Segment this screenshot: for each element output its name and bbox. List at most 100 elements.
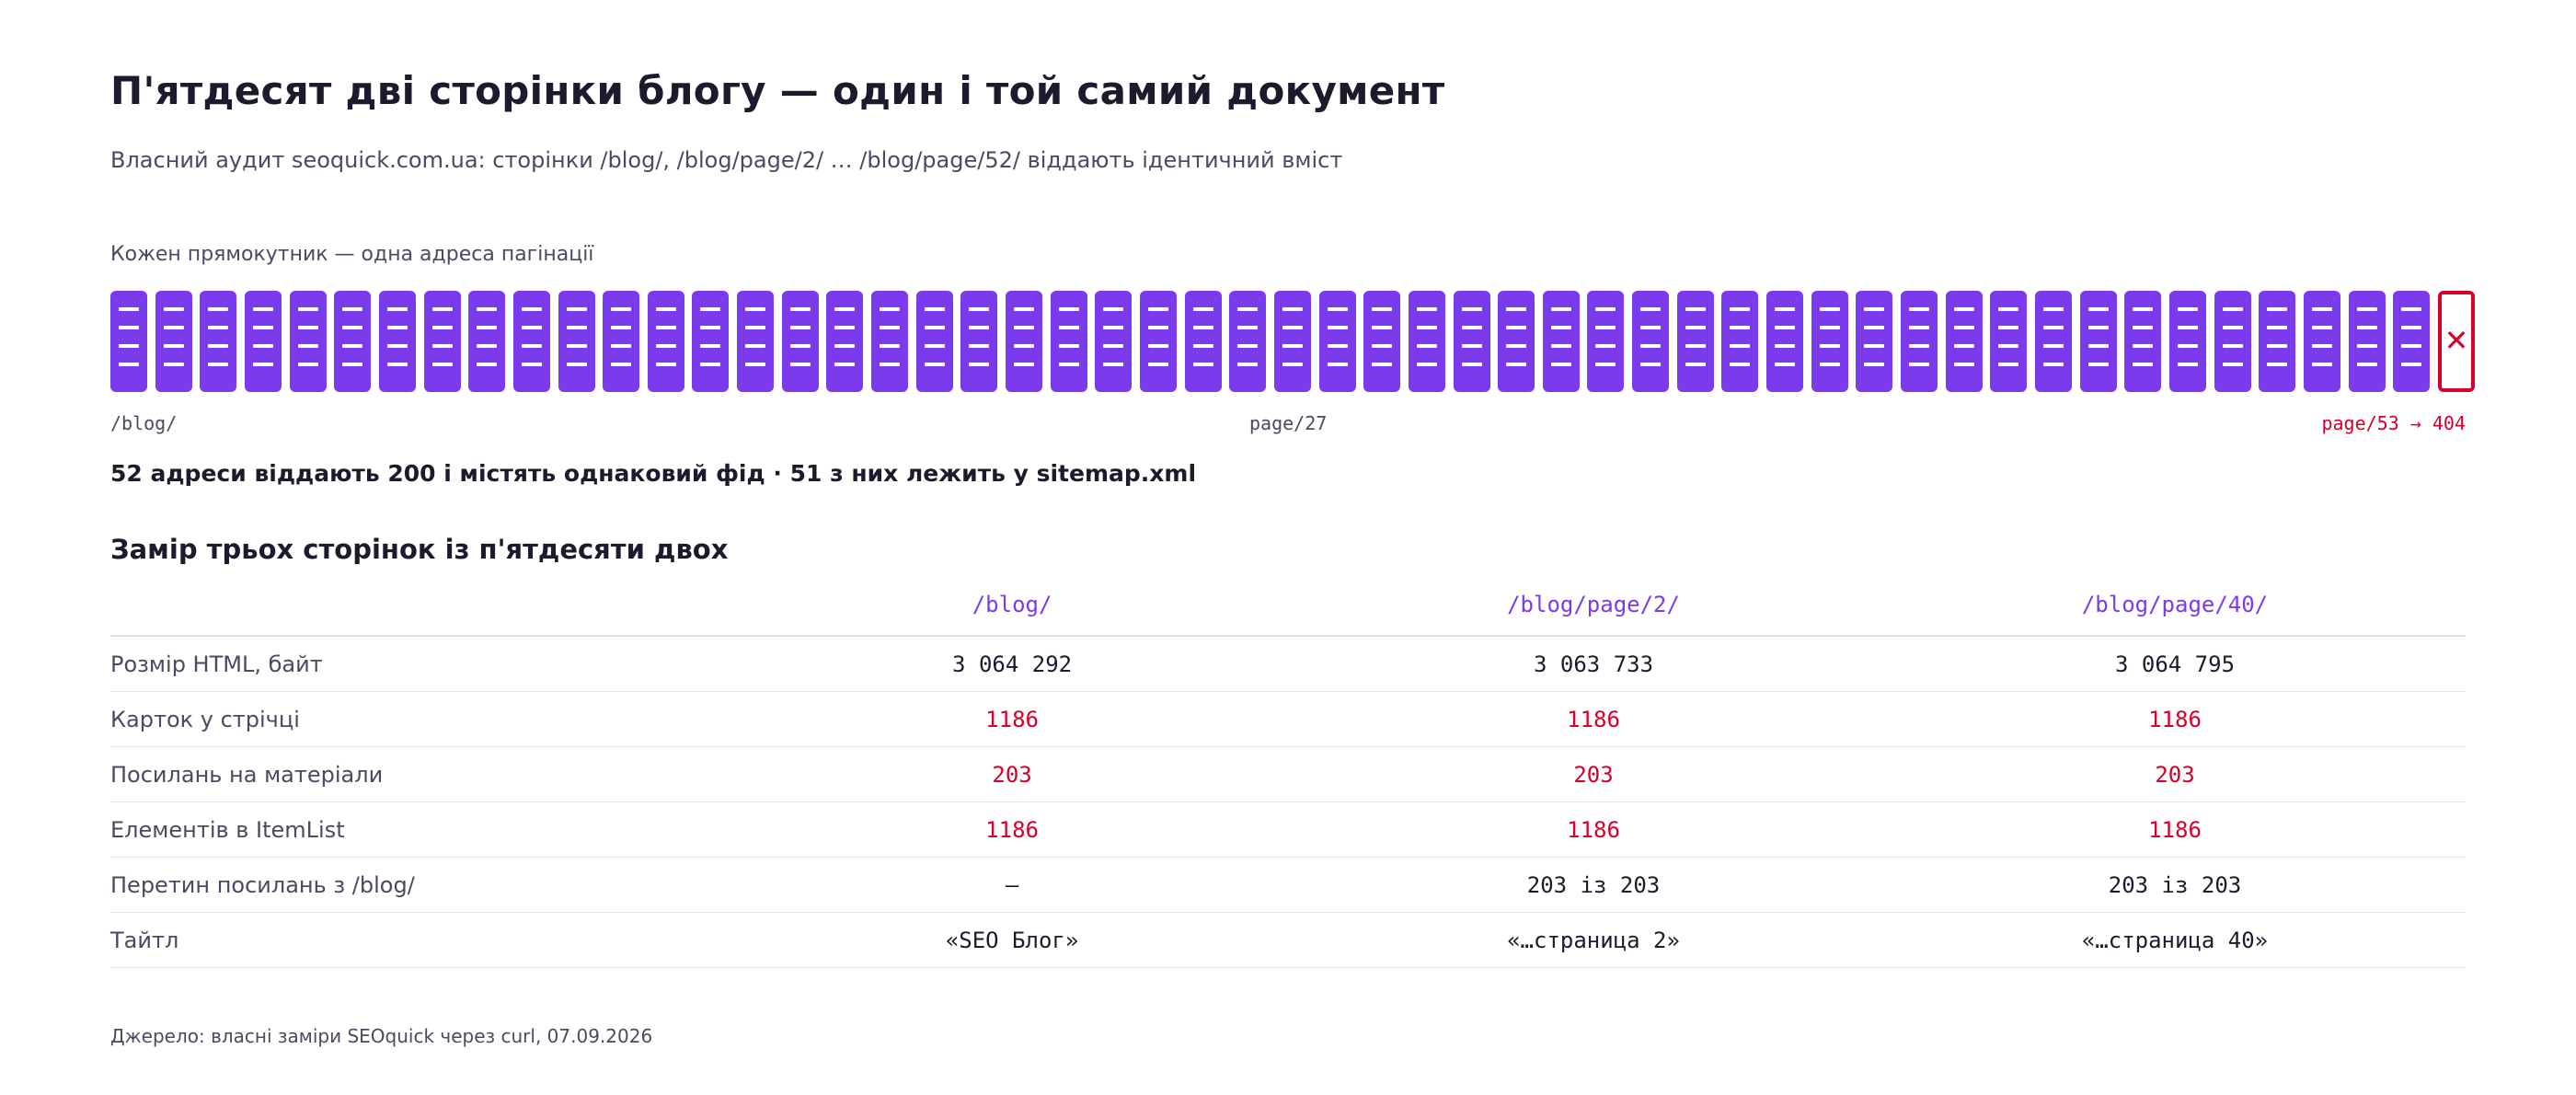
text-line-icon xyxy=(1103,344,1123,348)
table-cell: 1186 xyxy=(721,801,1304,858)
text-line-icon xyxy=(2267,307,2287,311)
text-line-icon xyxy=(880,307,900,311)
strip-label-end: page/53 → 404 xyxy=(2321,412,2466,434)
page-box xyxy=(1140,291,1177,392)
table-cell: «…страница 2» xyxy=(1303,912,1884,968)
text-line-icon xyxy=(298,344,318,348)
table-cell: 1186 xyxy=(1884,801,2466,858)
text-line-icon xyxy=(1820,344,1840,348)
text-line-icon xyxy=(432,326,453,329)
text-line-icon xyxy=(1685,326,1706,329)
text-line-icon xyxy=(1193,307,1213,311)
page-box xyxy=(1766,291,1803,392)
text-line-icon xyxy=(1998,307,2018,311)
text-line-icon xyxy=(1954,307,1974,311)
text-line-icon xyxy=(477,307,497,311)
text-line-icon xyxy=(790,326,811,329)
text-line-icon xyxy=(1730,307,1750,311)
page-box xyxy=(871,291,908,392)
page-box xyxy=(648,291,684,392)
text-line-icon xyxy=(119,344,139,348)
text-line-icon xyxy=(1237,344,1258,348)
text-line-icon xyxy=(969,326,989,329)
text-line-icon xyxy=(2178,363,2198,366)
text-line-icon xyxy=(745,363,765,366)
text-line-icon xyxy=(522,363,542,366)
text-line-icon xyxy=(2401,307,2421,311)
text-line-icon xyxy=(1282,344,1303,348)
text-line-icon xyxy=(925,307,945,311)
text-line-icon xyxy=(1864,344,1884,348)
table-header-page-2: /blog/page/2/ xyxy=(1303,574,1884,637)
page-box xyxy=(1990,291,2027,392)
text-line-icon xyxy=(1462,307,1482,311)
page-box xyxy=(2035,291,2072,392)
text-line-icon xyxy=(1103,326,1123,329)
text-line-icon xyxy=(2312,307,2332,311)
measurement-table: /blog/ /blog/page/2/ /blog/page/40/ Розм… xyxy=(110,574,2466,968)
text-line-icon xyxy=(1775,307,1795,311)
text-line-icon xyxy=(1551,326,1571,329)
text-line-icon xyxy=(1282,363,1303,366)
page-box xyxy=(1274,291,1311,392)
text-line-icon xyxy=(208,326,228,329)
text-line-icon xyxy=(2401,363,2421,366)
text-line-icon xyxy=(1014,344,1034,348)
text-line-icon xyxy=(1685,307,1706,311)
text-line-icon xyxy=(1059,363,1079,366)
text-line-icon xyxy=(1328,344,1348,348)
page-box xyxy=(1409,291,1445,392)
page-box xyxy=(1677,291,1714,392)
page-box xyxy=(737,291,774,392)
text-line-icon xyxy=(2267,363,2287,366)
page-box xyxy=(1051,291,1087,392)
page-box xyxy=(1363,291,1400,392)
text-line-icon xyxy=(2357,307,2377,311)
text-line-icon xyxy=(2043,344,2064,348)
pagination-strip: ✕ xyxy=(110,291,2475,392)
page-box xyxy=(1229,291,1266,392)
table-row: Посилань на матеріали 203 203 203 xyxy=(110,746,2466,802)
table-cell: — xyxy=(721,857,1304,913)
text-line-icon xyxy=(2088,363,2109,366)
text-line-icon xyxy=(656,307,676,311)
text-line-icon xyxy=(969,363,989,366)
page-box xyxy=(1006,291,1042,392)
text-line-icon xyxy=(1864,363,1884,366)
text-line-icon xyxy=(477,363,497,366)
text-line-icon xyxy=(1059,326,1079,329)
text-line-icon xyxy=(925,344,945,348)
text-line-icon xyxy=(387,363,408,366)
table-row: Тайтл «SEO Блог» «…страница 2» «…страница 4… xyxy=(110,912,2466,968)
table-row: Карток у стрічці 1186 1186 1186 xyxy=(110,691,2466,747)
text-line-icon xyxy=(2133,307,2153,311)
table-cell: «SEO Блог» xyxy=(721,912,1304,968)
text-line-icon xyxy=(1909,326,1929,329)
text-line-icon xyxy=(2223,363,2243,366)
page-box xyxy=(1811,291,1848,392)
table-header-empty xyxy=(110,574,722,637)
text-line-icon xyxy=(2043,363,2064,366)
table-cell: 1186 xyxy=(1884,691,2466,747)
text-line-icon xyxy=(1730,344,1750,348)
text-line-icon xyxy=(2223,344,2243,348)
page-box xyxy=(2169,291,2206,392)
text-line-icon xyxy=(1730,363,1750,366)
text-line-icon xyxy=(925,326,945,329)
text-line-icon xyxy=(432,307,453,311)
text-line-icon xyxy=(1909,344,1929,348)
text-line-icon xyxy=(1372,363,1392,366)
table-cell: 1186 xyxy=(721,691,1304,747)
table-cell: 203 із 203 xyxy=(1884,857,2466,913)
text-line-icon xyxy=(1506,326,1526,329)
text-line-icon xyxy=(1506,307,1526,311)
text-line-icon xyxy=(2043,307,2064,311)
text-line-icon xyxy=(834,307,855,311)
table-row: Елементів в ItemList 1186 1186 1186 xyxy=(110,801,2466,858)
table-cell: 3 064 292 xyxy=(721,636,1304,692)
text-line-icon xyxy=(1595,344,1616,348)
table-row: Розмір HTML, байт 3 064 292 3 063 733 3 064… xyxy=(110,636,2466,692)
page-box xyxy=(155,291,192,392)
text-line-icon xyxy=(342,363,362,366)
row-label: Посилань на матеріали xyxy=(110,746,722,802)
